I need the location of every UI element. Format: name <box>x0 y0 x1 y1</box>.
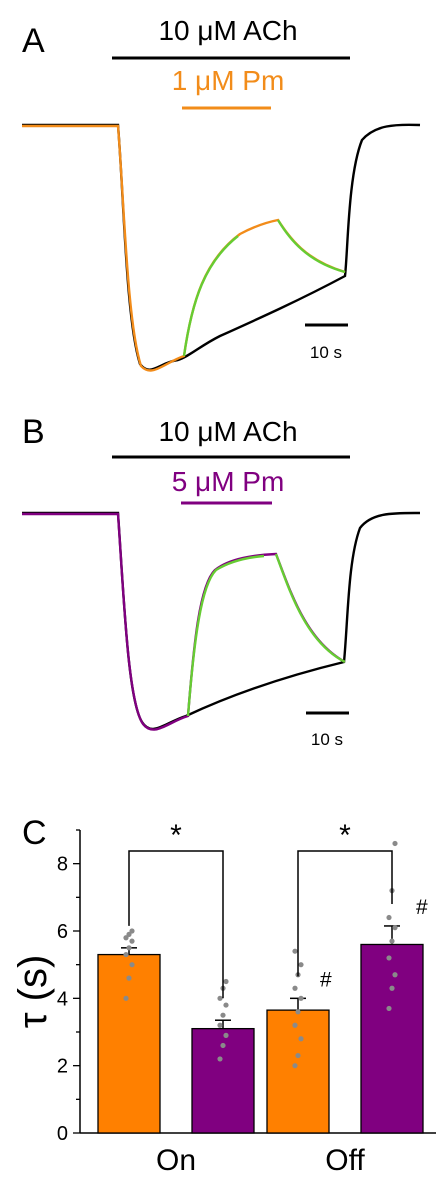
hash-mark: # <box>416 896 428 919</box>
y-tick-label: 6 <box>57 921 68 943</box>
panel-a-fit-off <box>276 219 346 274</box>
data-point <box>295 1009 301 1015</box>
data-point <box>292 1063 298 1069</box>
panel-b-fit-off <box>274 553 346 664</box>
significance-bracket <box>297 850 393 977</box>
bar <box>266 1009 330 1134</box>
significance-star: * <box>339 819 351 852</box>
data-point <box>386 914 392 921</box>
data-point <box>126 931 132 937</box>
data-point <box>123 995 129 1001</box>
panel-b-scale-label: 10 s <box>311 730 343 749</box>
category-label: On <box>156 1144 196 1177</box>
significance-star: * <box>170 819 182 852</box>
hash-mark: # <box>320 968 332 991</box>
panel-b-ach-label: 10 μM ACh <box>158 416 297 447</box>
data-point <box>220 1042 226 1049</box>
y-tick-label: 0 <box>57 1123 68 1145</box>
panel-a: A 10 μM ACh 1 μM Pm 10 s <box>22 15 421 372</box>
panel-a-pm-label: 1 μM Pm <box>172 65 285 96</box>
panel-a-label: A <box>22 22 45 60</box>
panel-a-scale-label: 10 s <box>310 343 342 362</box>
data-point <box>292 985 298 991</box>
panel-a-trace-pm <box>22 124 346 372</box>
bar <box>360 943 424 1134</box>
panel-a-trace-control <box>22 123 421 371</box>
panel-b-trace-control <box>22 511 421 730</box>
data-point <box>129 938 135 944</box>
data-point <box>392 925 398 931</box>
panel-b: B 10 μM ACh 5 μM Pm 10 s <box>22 413 421 749</box>
data-point <box>217 1022 223 1028</box>
data-point <box>292 1022 298 1028</box>
data-point <box>129 962 135 968</box>
data-point <box>386 955 392 961</box>
y-tick-label: 8 <box>57 854 68 876</box>
data-point <box>298 995 304 1001</box>
category-label: Off <box>325 1144 365 1177</box>
data-point <box>217 1056 223 1062</box>
data-point <box>295 1052 301 1059</box>
panel-c: C 0 2 4 6 8 τ (s) * * # # On Off <box>11 814 436 1177</box>
data-point <box>217 995 223 1001</box>
data-point <box>223 1032 229 1038</box>
y-axis-label: τ (s) <box>11 955 55 1029</box>
data-point <box>126 945 132 951</box>
panel-b-label: B <box>22 413 45 451</box>
data-point <box>223 978 229 985</box>
data-point <box>126 975 132 981</box>
panel-b-trace-pm <box>22 512 346 731</box>
data-point <box>298 962 304 968</box>
data-point <box>292 948 298 954</box>
data-point <box>123 951 129 958</box>
data-point <box>392 840 398 847</box>
panel-a-fit-on <box>182 235 239 357</box>
significance-bracket <box>128 850 224 999</box>
y-tick-label: 4 <box>57 988 68 1010</box>
panel-b-fit-on <box>186 554 265 717</box>
data-point <box>392 972 398 978</box>
bar <box>97 953 161 1134</box>
data-point <box>386 1005 392 1012</box>
panel-a-ach-label: 10 μM ACh <box>158 15 297 46</box>
data-point <box>129 928 135 934</box>
y-tick-label: 2 <box>57 1056 68 1078</box>
data-point <box>220 1012 226 1018</box>
data-point <box>223 1002 229 1008</box>
panel-b-pm-label: 5 μM Pm <box>172 466 285 497</box>
data-point <box>389 938 395 944</box>
panel-c-label: C <box>22 814 47 852</box>
data-point <box>123 935 129 941</box>
data-point <box>298 1036 304 1042</box>
data-point <box>389 985 395 991</box>
bar-chart: 0 2 4 6 8 τ (s) * * # # On Off <box>11 819 436 1177</box>
